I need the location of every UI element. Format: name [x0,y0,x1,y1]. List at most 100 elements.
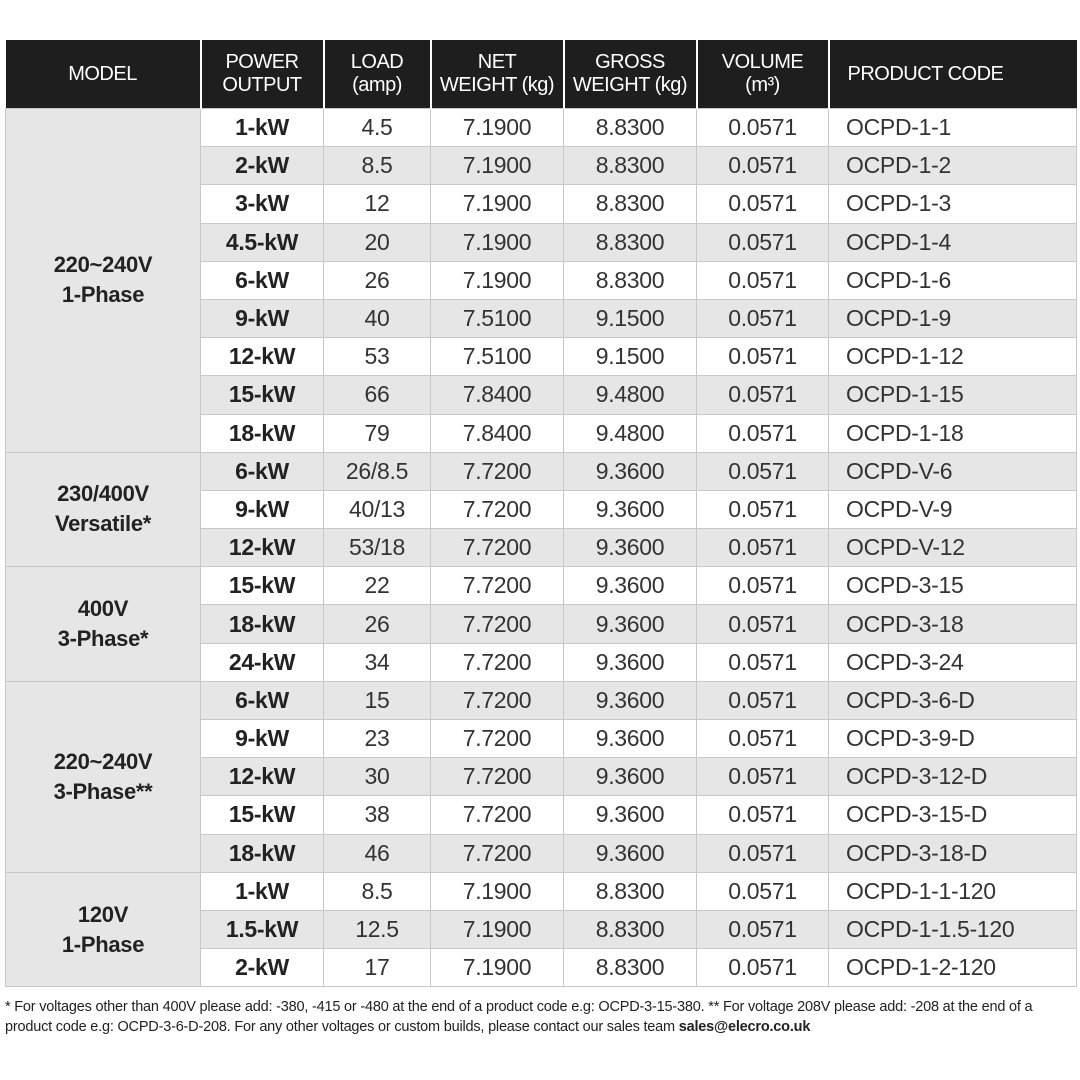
gross-weight-cell: 8.8300 [563,909,697,950]
load-cell: 8.5 [323,146,431,186]
gross-weight-cell: 9.4800 [563,375,697,415]
gross-weight-cell: 9.3600 [563,566,697,606]
footnote: * For voltages other than 400V please ad… [5,997,1075,1037]
product-spec-table: MODEL POWER OUTPUT LOAD (amp) NET WEIGHT (kg) G… [5,40,1077,988]
header-model: MODEL [5,40,201,109]
table-row: 400V 3-Phase* 15-kW 22 7.7200 9.3600 0.0571 OCP… [5,566,1077,682]
product-code-cell: OCPD-1-3 [828,184,1077,224]
product-code-cell: OCPD-1-6 [828,260,1077,300]
product-code-cell: OCPD-3-12-D [828,757,1077,797]
power-output-cell: 12-kW [200,757,324,797]
net-weight-cell: 7.7200 [430,795,564,835]
table-row: 3-kW 12 7.1900 8.8300 0.0571 OCPD-1-3 [6,184,1077,224]
power-output-cell: 9-kW [200,718,324,759]
volume-cell: 0.0571 [696,260,829,300]
power-output-cell: 12-kW [200,337,324,377]
gross-weight-cell: 9.3600 [563,451,697,491]
gross-weight-cell: 9.3600 [563,489,697,530]
volume-cell: 0.0571 [696,680,829,721]
table-row: 9-kW 23 7.7200 9.3600 0.0571 OCPD-3-9-D [6,718,1077,759]
gross-weight-cell: 8.8300 [563,107,697,148]
load-cell: 4.5 [323,107,431,148]
power-output-cell: 18-kW [200,604,324,644]
net-weight-cell: 7.7200 [430,718,564,759]
volume-cell: 0.0571 [696,222,829,262]
table-row: 12-kW 53/18 7.7200 9.3600 0.0571 OCPD-V-12 [6,528,1077,568]
table-row: 12-kW 30 7.7200 9.3600 0.0571 OCPD-3-12-D [6,757,1077,797]
load-cell: 20 [323,222,431,262]
volume-cell: 0.0571 [696,337,829,377]
power-output-cell: 24-kW [200,642,324,682]
product-code-cell: OCPD-1-12 [828,337,1077,377]
net-weight-cell: 7.1900 [430,146,564,186]
header-power-output: POWER OUTPUT [199,40,324,109]
model-cell: 230/400V Versatile* [5,451,201,568]
gross-weight-cell: 8.8300 [563,222,697,262]
net-weight-cell: 7.7200 [430,451,564,491]
gross-weight-cell: 9.3600 [563,604,697,644]
gross-weight-cell: 9.3600 [563,757,697,797]
power-output-cell: 9-kW [200,298,324,339]
power-output-cell: 2-kW [200,948,324,988]
gross-weight-cell: 8.8300 [563,948,697,988]
net-weight-cell: 7.7200 [430,604,564,644]
power-output-cell: 6-kW [200,451,324,491]
load-cell: 40/13 [323,489,431,530]
net-weight-cell: 7.7200 [430,642,564,682]
product-code-cell: OCPD-1-2 [828,146,1077,186]
header-load: LOAD (amp) [322,40,431,109]
product-code-cell: OCPD-3-18-D [828,833,1077,873]
model-cell: 220~240V 3-Phase** [5,680,201,873]
net-weight-cell: 7.7200 [430,489,564,530]
power-output-cell: 4.5-kW [200,222,324,262]
table-row: 18-kW 46 7.7200 9.3600 0.0571 OCPD-3-18-D [6,833,1077,873]
table-row: 1.5-kW 12.5 7.1900 8.8300 0.0571 OCPD-1-1.5-1… [6,909,1077,950]
volume-cell: 0.0571 [696,642,829,682]
table-row: 9-kW 40 7.5100 9.1500 0.0571 OCPD-1-9 [6,298,1077,339]
volume-cell: 0.0571 [696,528,829,568]
volume-cell: 0.0571 [696,451,829,491]
volume-cell: 0.0571 [696,833,829,873]
table-row: 6-kW 26 7.1900 8.8300 0.0571 OCPD-1-6 [6,260,1077,300]
product-code-cell: OCPD-1-15 [828,375,1077,415]
product-code-cell: OCPD-1-2-120 [828,948,1077,988]
net-weight-cell: 7.7200 [430,757,564,797]
net-weight-cell: 7.7200 [430,680,564,721]
net-weight-cell: 7.1900 [430,107,564,148]
product-code-cell: OCPD-V-6 [828,451,1077,491]
power-output-cell: 1-kW [200,871,324,911]
net-weight-cell: 7.7200 [430,528,564,568]
load-cell: 53/18 [323,528,431,568]
load-cell: 8.5 [323,871,431,911]
volume-cell: 0.0571 [696,489,829,530]
product-code-cell: OCPD-1-4 [828,222,1077,262]
load-cell: 30 [323,757,431,797]
load-cell: 53 [323,337,431,377]
volume-cell: 0.0571 [696,909,829,950]
gross-weight-cell: 8.8300 [563,260,697,300]
volume-cell: 0.0571 [696,718,829,759]
table-row: 9-kW 40/13 7.7200 9.3600 0.0571 OCPD-V-9 [6,489,1077,530]
product-code-cell: OCPD-1-1.5-120 [828,909,1077,950]
net-weight-cell: 7.5100 [430,298,564,339]
gross-weight-cell: 9.4800 [563,413,697,453]
net-weight-cell: 7.7200 [430,833,564,873]
table-row: 15-kW 66 7.8400 9.4800 0.0571 OCPD-1-15 [6,375,1077,415]
volume-cell: 0.0571 [696,948,829,988]
model-cell: 400V 3-Phase* [5,566,201,682]
net-weight-cell: 7.1900 [430,184,564,224]
gross-weight-cell: 9.1500 [563,298,697,339]
model-cell: 120V 1-Phase [5,871,201,988]
power-output-cell: 15-kW [200,566,324,606]
power-output-cell: 2-kW [200,146,324,186]
power-output-cell: 15-kW [200,375,324,415]
table-row: 18-kW 79 7.8400 9.4800 0.0571 OCPD-1-18 [6,413,1077,453]
footnote-text: * For voltages other than 400V please ad… [5,999,1033,1035]
gross-weight-cell: 9.3600 [563,680,697,721]
power-output-cell: 6-kW [200,260,324,300]
volume-cell: 0.0571 [696,375,829,415]
table-row: 15-kW 38 7.7200 9.3600 0.0571 OCPD-3-15-D [6,795,1077,835]
gross-weight-cell: 9.3600 [563,528,697,568]
sales-email: sales@elecro.co.uk [678,1019,811,1035]
product-code-cell: OCPD-3-15 [828,566,1077,606]
